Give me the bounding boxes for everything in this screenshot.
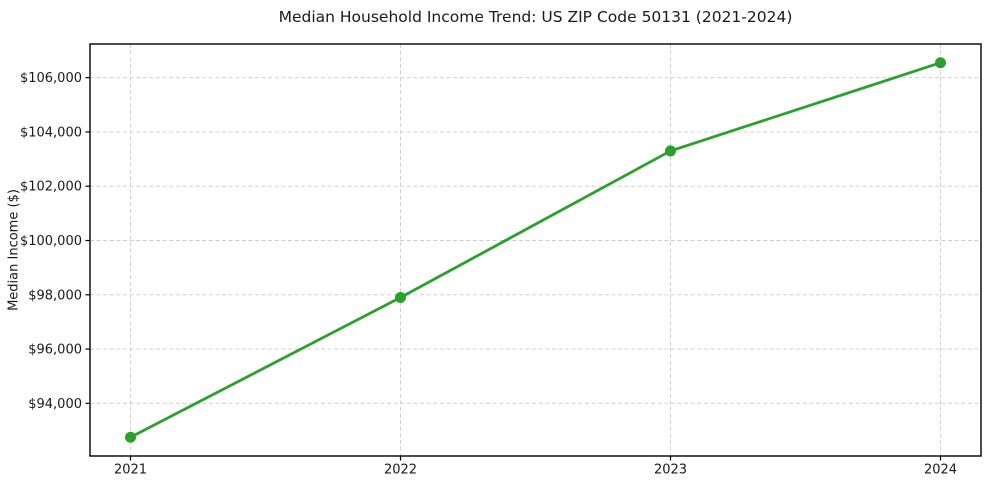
y-tick-label: $94,000 [28,397,82,412]
x-tick-label: 2022 [384,463,417,478]
x-tick-label: 2021 [114,463,147,478]
axes-border [89,43,982,457]
chart-title: Median Household Income Trend: US ZIP Co… [278,8,793,26]
y-tick-label: $102,000 [20,180,82,195]
y-tick-label: $98,000 [28,288,82,303]
y-tick-label: $100,000 [20,234,82,249]
income-trend-line [129,61,942,439]
y-tick-label: $96,000 [28,343,82,358]
y-axis-label: Median Income ($) [6,189,22,311]
y-tick-label: $104,000 [20,125,82,140]
data-point-2021 [125,431,136,443]
data-point-2022 [395,291,406,303]
x-tick-label: 2024 [924,463,957,478]
y-tick-label: $106,000 [20,71,82,86]
x-tick-label: 2023 [654,463,687,478]
data-point-2024 [935,57,946,69]
data-point-2023 [665,145,676,157]
